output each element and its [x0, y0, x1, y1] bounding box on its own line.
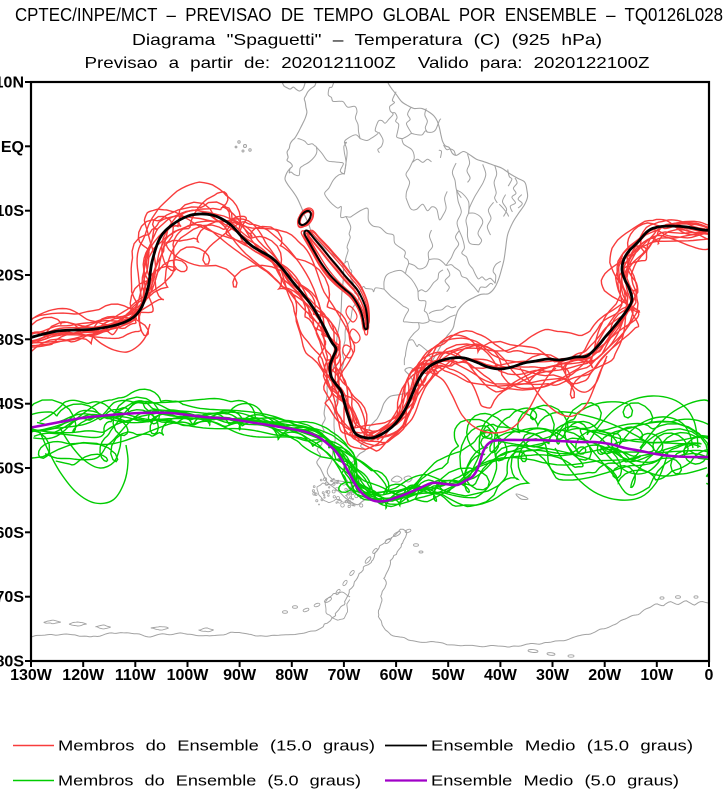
- svg-text:40W: 40W: [484, 667, 518, 684]
- svg-text:20S: 20S: [0, 268, 24, 285]
- svg-text:40S: 40S: [0, 396, 24, 413]
- svg-text:10N: 10N: [0, 75, 24, 92]
- svg-text:120W: 120W: [62, 667, 105, 684]
- svg-text:Ensemble Medio (15.0 graus): Ensemble Medio (15.0 graus): [431, 738, 693, 755]
- svg-text:130W: 130W: [10, 667, 53, 684]
- svg-text:Membros do Ensemble (15.0 grau: Membros do Ensemble (15.0 graus): [58, 738, 375, 755]
- svg-text:60W: 60W: [380, 667, 414, 684]
- svg-text:50W: 50W: [432, 667, 466, 684]
- svg-text:EQ: EQ: [1, 139, 24, 156]
- svg-text:10S: 10S: [0, 203, 24, 220]
- svg-text:100W: 100W: [167, 667, 210, 684]
- svg-text:60S: 60S: [0, 525, 24, 542]
- svg-text:50S: 50S: [0, 461, 24, 478]
- svg-text:70W: 70W: [327, 667, 361, 684]
- svg-text:0: 0: [705, 667, 714, 684]
- svg-text:80S: 80S: [0, 654, 24, 671]
- svg-text:90W: 90W: [223, 667, 257, 684]
- svg-text:Previsao a partir de: 20201211: Previsao a partir de: 2020121100Z Valido…: [85, 55, 650, 72]
- svg-text:Diagrama "Spaguetti" – Tempera: Diagrama "Spaguetti" – Temperatura (C) (…: [132, 32, 602, 49]
- svg-text:20W: 20W: [588, 667, 622, 684]
- svg-text:10W: 10W: [640, 667, 674, 684]
- svg-text:70S: 70S: [0, 589, 24, 606]
- svg-text:30S: 30S: [0, 332, 24, 349]
- svg-text:30W: 30W: [536, 667, 570, 684]
- svg-text:CPTEC/INPE/MCT – PREVISAO DE T: CPTEC/INPE/MCT – PREVISAO DE TEMPO GLOBA…: [15, 5, 723, 25]
- svg-text:Membros do Ensemble (5.0 graus: Membros do Ensemble (5.0 graus): [58, 773, 361, 790]
- svg-text:80W: 80W: [275, 667, 309, 684]
- svg-text:110W: 110W: [115, 667, 157, 684]
- svg-text:Ensemble Medio (5.0 graus): Ensemble Medio (5.0 graus): [431, 773, 679, 790]
